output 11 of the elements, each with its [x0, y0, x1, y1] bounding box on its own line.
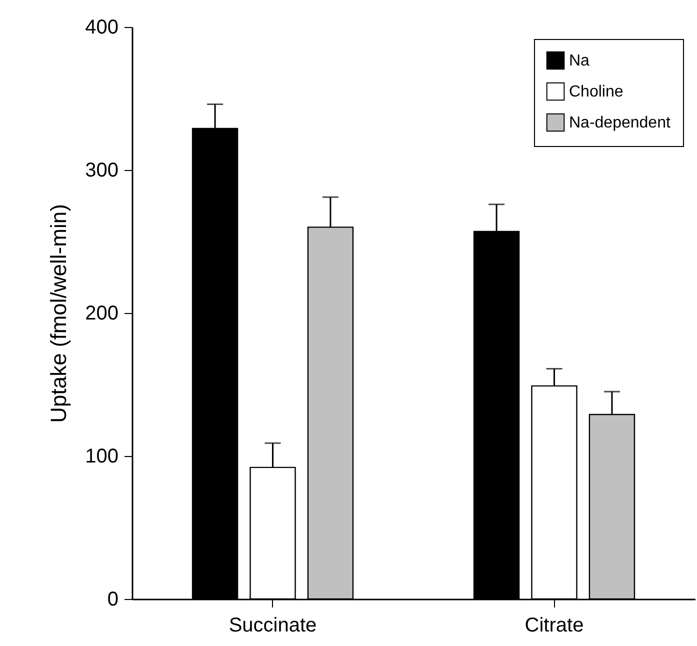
- y-tick-label: 100: [85, 446, 118, 468]
- legend-label: Na-dependent: [569, 114, 671, 132]
- y-axis-title: Uptake (fmol/well-min): [46, 204, 72, 423]
- y-tick-label: 400: [85, 16, 118, 38]
- y-tick-label: 200: [85, 302, 118, 324]
- x-tick-label: Citrate: [524, 614, 584, 636]
- legend-label: Choline: [569, 84, 624, 100]
- x-tick-label: Succinate: [228, 614, 317, 636]
- y-tick-label: 0: [107, 588, 118, 610]
- legend-label: Na: [569, 52, 590, 70]
- y-tick-label: 300: [85, 160, 118, 182]
